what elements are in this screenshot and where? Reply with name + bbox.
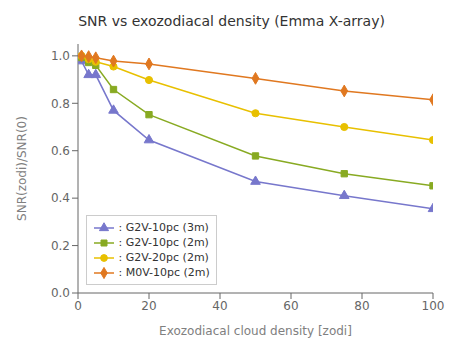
svg-text:1.0: 1.0 xyxy=(51,49,70,63)
html-text:: M0V-10pc (2m): : M0V-10pc (2m) xyxy=(115,266,210,279)
svg-text:40: 40 xyxy=(212,299,227,313)
svg-text:0.8: 0.8 xyxy=(51,97,70,111)
svg-text:0.6: 0.6 xyxy=(51,144,70,158)
svg-text:Exozodiacal cloud density [zod: Exozodiacal cloud density [zodi] xyxy=(159,324,352,338)
html-text:: G2V-10pc (2m): : G2V-10pc (2m) xyxy=(115,236,209,249)
svg-text:SNR(zodi)/SNR(0): SNR(zodi)/SNR(0) xyxy=(15,116,29,221)
html-text:: G2V-10pc (3m): : G2V-10pc (3m) xyxy=(115,221,209,234)
svg-text:0.4: 0.4 xyxy=(51,191,70,205)
svg-text:100: 100 xyxy=(422,299,445,313)
svg-text:20: 20 xyxy=(141,299,156,313)
html-text:: G2V-20pc (2m): : G2V-20pc (2m) xyxy=(115,251,209,264)
svg-text:0.0: 0.0 xyxy=(51,286,70,300)
svg-text:0.2: 0.2 xyxy=(51,239,70,253)
svg-text:60: 60 xyxy=(283,299,298,313)
svg-text:0: 0 xyxy=(74,299,82,313)
svg-text:80: 80 xyxy=(354,299,369,313)
html-text:SNR vs exozodiacal density (Em: SNR vs exozodiacal density (Emma X-array… xyxy=(78,13,385,29)
